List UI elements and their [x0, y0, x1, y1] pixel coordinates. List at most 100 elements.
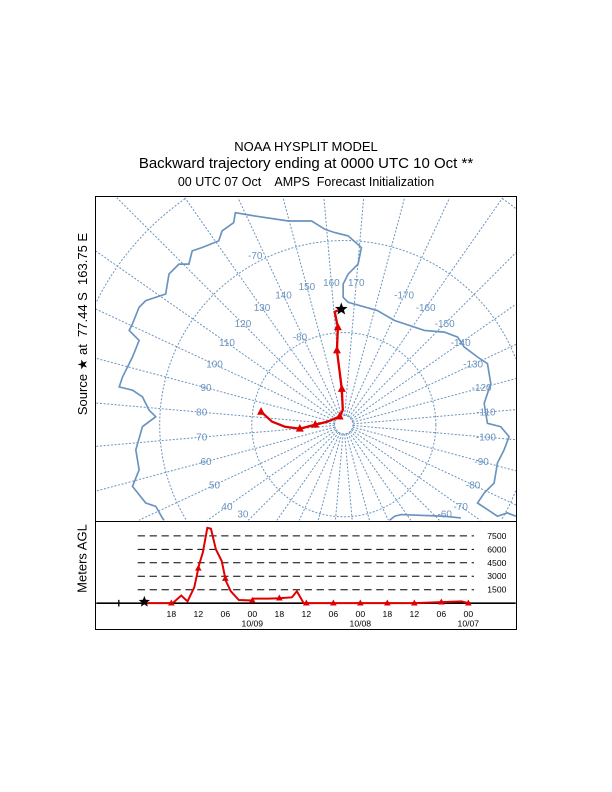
time-tick-label: 06: [437, 609, 447, 619]
height-axis-label: Meters AGL: [74, 524, 90, 593]
trajectory-line: [260, 308, 344, 430]
meridian-line: [349, 430, 440, 521]
meridian-label: 100: [206, 360, 223, 371]
meridian-line: [96, 250, 337, 420]
trajectory-marker: [257, 407, 266, 415]
model-title: NOAA HYSPLIT MODEL: [234, 139, 378, 154]
parallel-circle: [96, 198, 186, 302]
meridian-line: [334, 433, 344, 521]
time-tick-label: 12: [410, 609, 420, 619]
meridian-line: [247, 430, 338, 521]
time-tick-label: 00: [464, 609, 474, 619]
date-label: 10/07: [458, 618, 480, 628]
trajectory-marker: [295, 424, 304, 432]
trajectory-marker: [311, 420, 320, 428]
meridian-label: 30: [237, 510, 249, 521]
meridian-line: [96, 426, 336, 492]
trajectory-layer: [257, 302, 348, 432]
meridian-line: [352, 426, 516, 472]
meridian-line: [348, 431, 412, 521]
meridian-line: [317, 433, 342, 521]
height-tick-label: 6000: [487, 544, 506, 554]
meridian-label: 130: [254, 303, 271, 314]
date-label: 10/08: [350, 618, 372, 628]
meridian-line: [282, 197, 342, 416]
meridian-label: -80: [466, 480, 481, 491]
height-marker: [438, 598, 445, 605]
meridian-line: [351, 303, 516, 420]
height-tick-label: 3000: [487, 571, 506, 581]
trajectory-marker: [333, 322, 342, 331]
meridian-line: [345, 197, 406, 416]
height-marker: [384, 599, 391, 606]
meridian-line: [96, 357, 336, 423]
height-marker: [276, 594, 283, 601]
height-tick-label: 1500: [487, 585, 506, 595]
source-star-icon: [138, 595, 151, 607]
meridian-label: 60: [200, 457, 212, 468]
meridian-line: [207, 429, 337, 521]
meridian-label: 170: [348, 278, 365, 289]
meridian-label: 80: [196, 408, 208, 419]
meridian-label: 40: [221, 502, 233, 513]
height-marker: [303, 599, 310, 606]
height-tick-label: 4500: [487, 558, 506, 568]
coastline: [118, 211, 516, 521]
meridian-label: 150: [299, 282, 316, 293]
meridian-line: [298, 432, 341, 521]
time-tick-label: 18: [167, 609, 177, 619]
height-marker: [465, 599, 472, 606]
height-marker: [195, 564, 202, 571]
parallel-label: -70: [248, 251, 263, 262]
time-tick-label: 06: [221, 609, 231, 619]
parallel-circle: [251, 332, 437, 518]
meridian-line: [138, 428, 336, 521]
meridian-label: -120: [472, 383, 492, 394]
date-label: 10/09: [242, 618, 264, 628]
source-star-icon: [334, 302, 348, 315]
meridian-label: -130: [463, 360, 483, 371]
parallel-circle: [159, 240, 516, 520]
height-marker: [411, 599, 418, 606]
meridian-label: -170: [394, 291, 414, 302]
meridian-line: [351, 429, 481, 521]
height-profile-chart: 1500 3000 4500 6000 7500 18 12 06 00 10/09 18 12 06 0…: [95, 521, 517, 630]
meridian-label: -160: [416, 303, 436, 314]
meridian-line: [348, 197, 504, 418]
meridian-label: -90: [474, 457, 489, 468]
coastline-south-segment: [389, 513, 462, 521]
meridian-line: [352, 378, 516, 423]
meridian-line: [116, 197, 338, 419]
chart-subtitle: 00 UTC 07 Oct AMPS Forecast Initializati…: [177, 175, 435, 189]
meridian-line: [347, 197, 451, 417]
trajectory-marker: [335, 411, 344, 420]
meridian-label: -150: [435, 319, 455, 330]
source-location-label: Source ★ at 77.44 S 163.75 E: [75, 232, 90, 416]
meridian-line: [352, 424, 516, 441]
meridian-line: [96, 308, 336, 422]
meridian-label: 120: [235, 319, 252, 330]
meridian-label: -60: [438, 510, 453, 521]
height-marker: [222, 574, 229, 581]
meridian-line: [184, 197, 339, 418]
meridian-line: [276, 431, 339, 521]
height-marker: [357, 599, 364, 606]
time-tick-label: 06: [329, 609, 339, 619]
meridian-label: 70: [196, 432, 208, 443]
time-tick-label: 12: [302, 609, 312, 619]
meridian-label: 140: [275, 291, 292, 302]
meridian-label: 160: [323, 278, 340, 289]
trajectory-marker: [337, 384, 346, 392]
trajectory-map: 30 40 50 60 70 80 90 100 110 120 130 140 150 160 170 -1…: [95, 196, 517, 522]
time-tick-label: 18: [383, 609, 393, 619]
parallel-circle: [334, 414, 354, 435]
meridian-label: 50: [209, 480, 221, 491]
meridian-label: 110: [219, 338, 235, 349]
meridian-line: [351, 343, 516, 422]
meridian-label: -70: [453, 502, 468, 513]
meridian-line: [344, 433, 353, 521]
time-tick-label: 12: [194, 609, 204, 619]
meridian-line: [96, 402, 335, 425]
height-marker: [168, 599, 175, 606]
